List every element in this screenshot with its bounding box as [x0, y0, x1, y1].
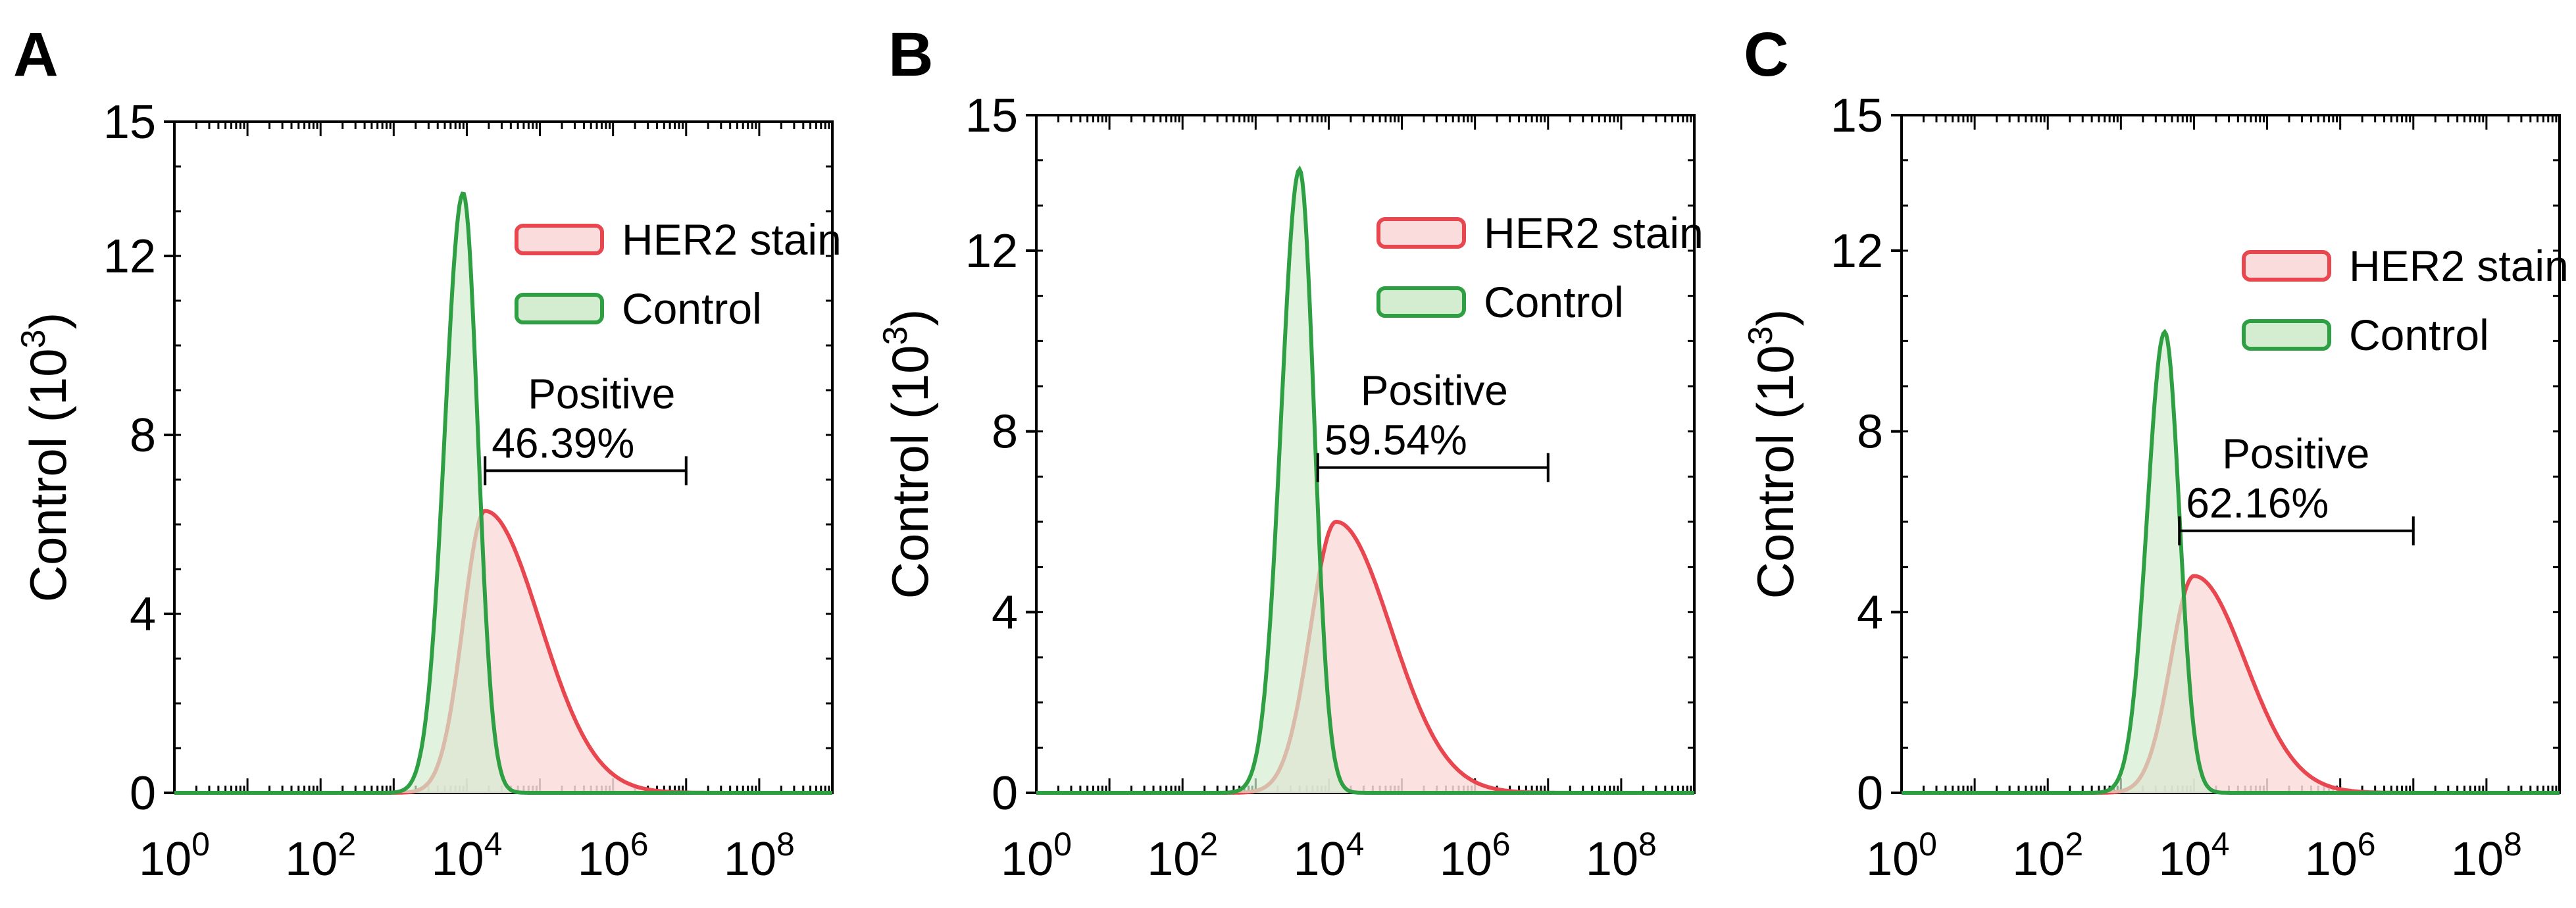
- legend-label-her2-stain: HER2 stain: [2349, 241, 2569, 290]
- histogram-fill-her2-stain: [174, 511, 832, 793]
- histogram-line-control: [1036, 165, 1694, 795]
- y-tick-label: 0: [130, 767, 156, 820]
- y-tick-label: 8: [992, 406, 1018, 459]
- panel-c: C 0 4 8 12 15 100 102 104 106 108 Control (103) Posi…: [1742, 20, 2569, 886]
- histogram-line-control: [1902, 328, 2560, 795]
- y-tick-label: 4: [130, 588, 156, 641]
- legend-swatch-her2-stain: [2242, 250, 2331, 282]
- gate-label: Positive: [2222, 430, 2369, 478]
- x-tick-label: 106: [1440, 826, 1511, 886]
- y-tick-label: 12: [103, 230, 156, 283]
- x-tick-label: 104: [2158, 826, 2229, 886]
- panel-letter: C: [1744, 20, 1789, 89]
- x-tick-label: 108: [724, 826, 795, 886]
- panel-letter: A: [13, 20, 59, 89]
- x-tick-label: 100: [139, 826, 210, 886]
- legend-label-her2-stain: HER2 stain: [622, 215, 842, 264]
- gate-percentage: 59.54%: [1325, 416, 1467, 464]
- y-tick-label: 8: [1857, 406, 1883, 459]
- panel-letter: B: [888, 20, 934, 89]
- legend-label-control: Control: [2349, 311, 2489, 359]
- y-tick-label: 12: [965, 225, 1018, 278]
- y-axis-label: Control (103): [876, 309, 939, 599]
- y-tick-label: 4: [1857, 586, 1883, 639]
- histogram-line-control: [174, 191, 832, 795]
- gate-label: Positive: [528, 370, 675, 417]
- x-tick-label: 106: [2305, 826, 2376, 886]
- y-tick-label: 15: [1831, 89, 1883, 142]
- x-tick-label: 100: [1001, 826, 1072, 886]
- y-axis-label: Control (103): [1742, 309, 1804, 599]
- y-tick-label: 12: [1831, 225, 1883, 278]
- gate-percentage: 62.16%: [2186, 480, 2329, 527]
- gate-percentage: 46.39%: [492, 419, 634, 467]
- x-tick-label: 104: [1293, 826, 1364, 886]
- x-tick-label: 108: [1586, 826, 1657, 886]
- gate-label: Positive: [1361, 367, 1508, 415]
- y-axis-label: Control (103): [14, 313, 77, 603]
- legend-swatch-control: [1376, 286, 1466, 318]
- x-tick-label: 104: [431, 826, 502, 886]
- panel-b: B 0 4 8 12 15 100 102 104 106 108 Control (103) Posi…: [876, 20, 1704, 886]
- y-tick-label: 4: [992, 586, 1018, 639]
- legend-swatch-her2-stain: [1376, 217, 1466, 249]
- histogram-fill-her2-stain: [1036, 522, 1694, 793]
- panel-a: A 0 4 8 12 15 100 102 104 106 108 Control (103) Posi…: [13, 20, 842, 886]
- legend-label-control: Control: [622, 284, 762, 333]
- legend-swatch-control: [515, 293, 604, 324]
- x-tick-label: 100: [1866, 826, 1937, 886]
- x-tick-label: 102: [2012, 826, 2083, 886]
- legend-label-control: Control: [1484, 278, 1624, 326]
- x-tick-label: 102: [1147, 826, 1218, 886]
- x-tick-label: 106: [578, 826, 649, 886]
- y-tick-label: 0: [1857, 767, 1883, 820]
- y-tick-label: 15: [103, 96, 156, 149]
- legend-label-her2-stain: HER2 stain: [1484, 209, 1704, 257]
- y-tick-label: 0: [992, 767, 1018, 820]
- y-tick-label: 8: [130, 409, 156, 462]
- x-tick-label: 102: [285, 826, 356, 886]
- legend-swatch-control: [2242, 319, 2331, 351]
- x-tick-label: 108: [2451, 826, 2522, 886]
- legend-swatch-her2-stain: [515, 224, 604, 255]
- y-tick-label: 15: [965, 89, 1018, 142]
- histogram-fill-her2-stain: [1902, 576, 2560, 793]
